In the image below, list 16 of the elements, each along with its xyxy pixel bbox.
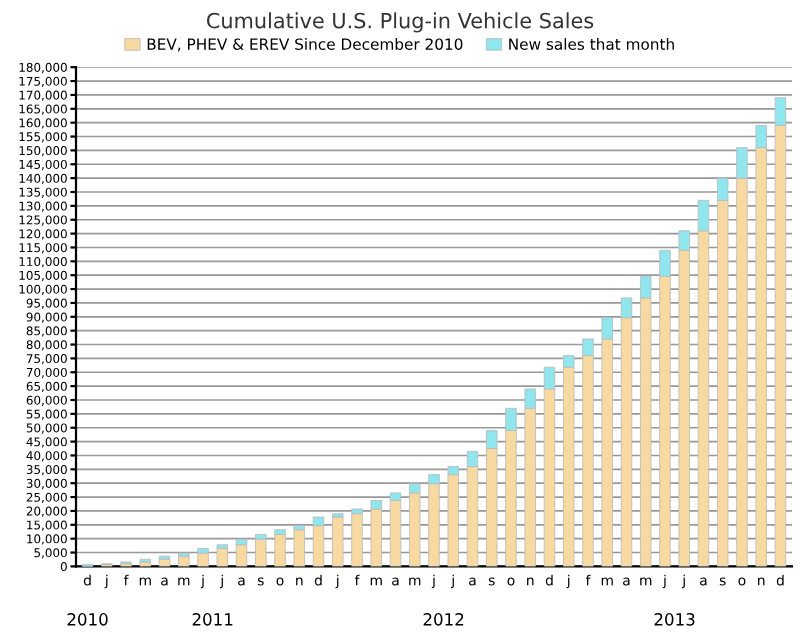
text: 2012 <box>423 613 464 626</box>
bar <box>255 538 267 567</box>
bar <box>351 513 363 567</box>
bar <box>370 508 382 567</box>
text: 2013 <box>654 613 695 626</box>
text: 2010 <box>67 613 108 626</box>
bar <box>197 552 209 567</box>
bar <box>389 499 402 567</box>
bar <box>447 474 459 567</box>
bar <box>293 529 305 567</box>
bar <box>274 534 286 567</box>
bar <box>235 544 248 567</box>
chart-title: Cumulative U.S. Plug-in Vehicle Sales <box>206 12 594 33</box>
bar <box>216 547 228 567</box>
bar <box>332 516 344 567</box>
text: 2011 <box>192 613 233 626</box>
